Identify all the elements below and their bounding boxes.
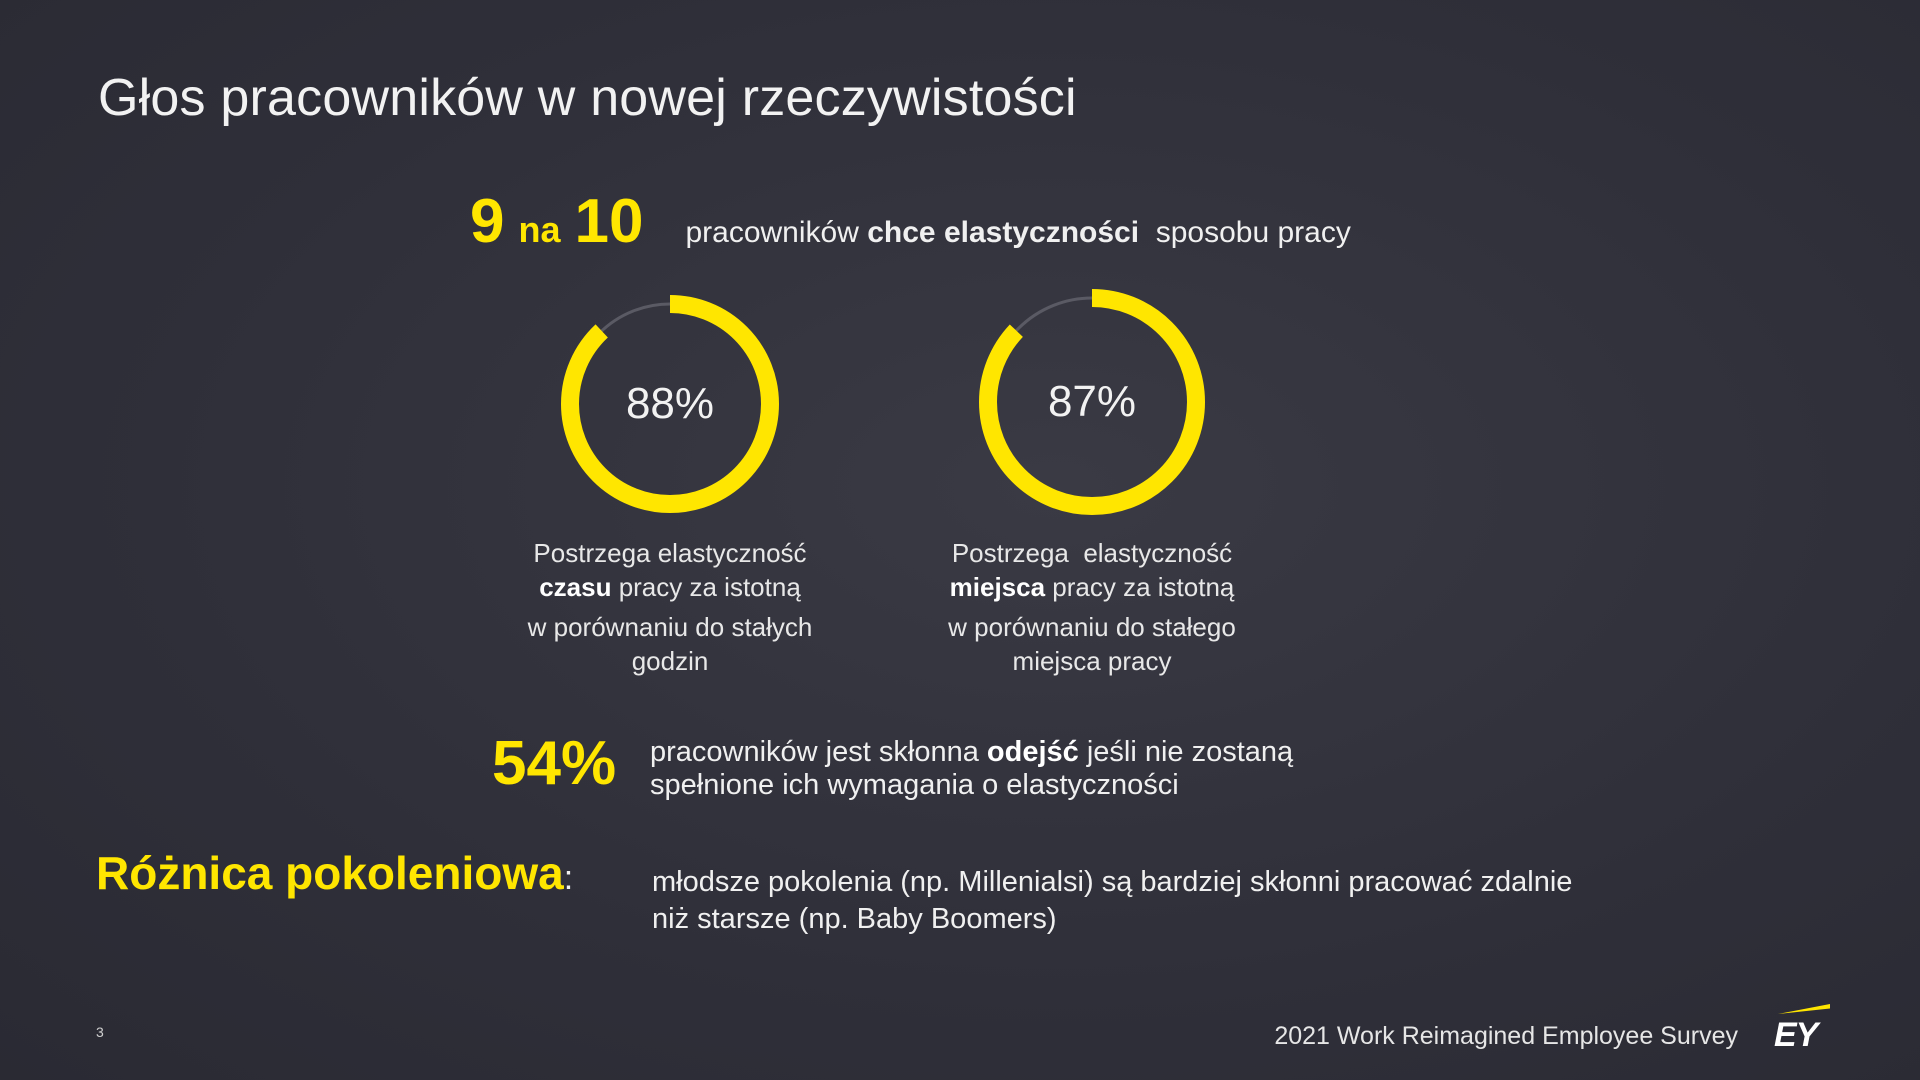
page-number: 3	[96, 1024, 104, 1040]
headline-num2: 10	[574, 187, 644, 256]
caption-place: Postrzega elastyczność miejsca pracy za …	[892, 536, 1292, 678]
generation-title: Różnica pokoleniowa:	[96, 846, 573, 900]
caption-time-line1: Postrzega elastyczność	[533, 538, 807, 568]
donut-value-place: 87%	[1047, 377, 1137, 426]
caption-time: Postrzega elastyczność czasu pracy za is…	[470, 536, 870, 678]
stat-54-line2: spełnione ich wymagania o elastyczności	[650, 769, 1179, 801]
donut-chart-place: 87%	[972, 282, 1212, 522]
donut-svg-place	[979, 289, 1205, 515]
footer-source: 2021 Work Reimagined Employee Survey	[1274, 1022, 1738, 1050]
stat-54-line1-post: jeśli nie zostaną	[1078, 736, 1294, 768]
caption-place-bold: miejsca	[949, 572, 1046, 602]
stat-54-line1-pre: pracowników jest skłonna	[650, 736, 987, 768]
headline-text-post: sposobu pracy	[1155, 216, 1351, 249]
headline-text-bold: chce elastyczności	[867, 216, 1140, 249]
caption-time-line2-rest: pracy za istotną	[611, 572, 801, 602]
generation-title-colon: :	[563, 859, 574, 897]
donut-arc-time	[561, 295, 779, 513]
stat-54-text: pracowników jest skłonna odejść jeśli ni…	[650, 736, 1293, 802]
generation-line2: niż starsze (np. Baby Boomers)	[652, 903, 1057, 935]
generation-line1: młodsze pokolenia (np. Millenialsi) są b…	[652, 866, 1573, 898]
donut-arc-place	[979, 289, 1205, 515]
ey-logo: EY	[1774, 1000, 1830, 1056]
caption-time-line2: czasu pracy za istotną	[470, 570, 870, 604]
donut-svg-time	[561, 295, 779, 513]
slide-title: Głos pracowników w nowej rzeczywistości	[98, 69, 1077, 127]
donut-value-time: 88%	[625, 379, 715, 428]
caption-time-line3: w porównaniu do stałych	[527, 612, 813, 642]
headline-text-pre: pracowników	[685, 216, 859, 249]
headline-num1: 9	[470, 187, 505, 256]
headline-na: na	[518, 209, 561, 250]
generation-title-text: Różnica pokoleniowa	[96, 847, 564, 899]
headline-text: pracowników chce elastyczności sposobu p…	[685, 216, 1350, 250]
stat-54-value: 54%	[492, 729, 617, 798]
caption-time-line4: godzin	[631, 646, 709, 676]
stat-54-line1: pracowników jest skłonna odejść jeśli ni…	[650, 736, 1293, 769]
ey-logo-text: EY	[1774, 1016, 1818, 1054]
caption-place-line4: miejsca pracy	[1012, 646, 1172, 676]
caption-place-line2: miejsca pracy za istotną	[892, 570, 1292, 604]
caption-place-line3: w porównaniu do stałego	[948, 612, 1236, 642]
caption-place-line1: Postrzega elastyczność	[951, 538, 1233, 568]
donut-chart-time: 88%	[550, 284, 790, 524]
ey-logo-beam	[1778, 1004, 1830, 1014]
caption-time-bold: czasu	[539, 572, 612, 602]
stat-54-line1-bold: odejść	[986, 736, 1079, 768]
caption-place-line2-rest: pracy za istotną	[1045, 572, 1235, 602]
generation-text: młodsze pokolenia (np. Millenialsi) są b…	[652, 864, 1572, 938]
headline-stat: 9 na 10 pracowników chce elastyczności s…	[470, 186, 1351, 257]
